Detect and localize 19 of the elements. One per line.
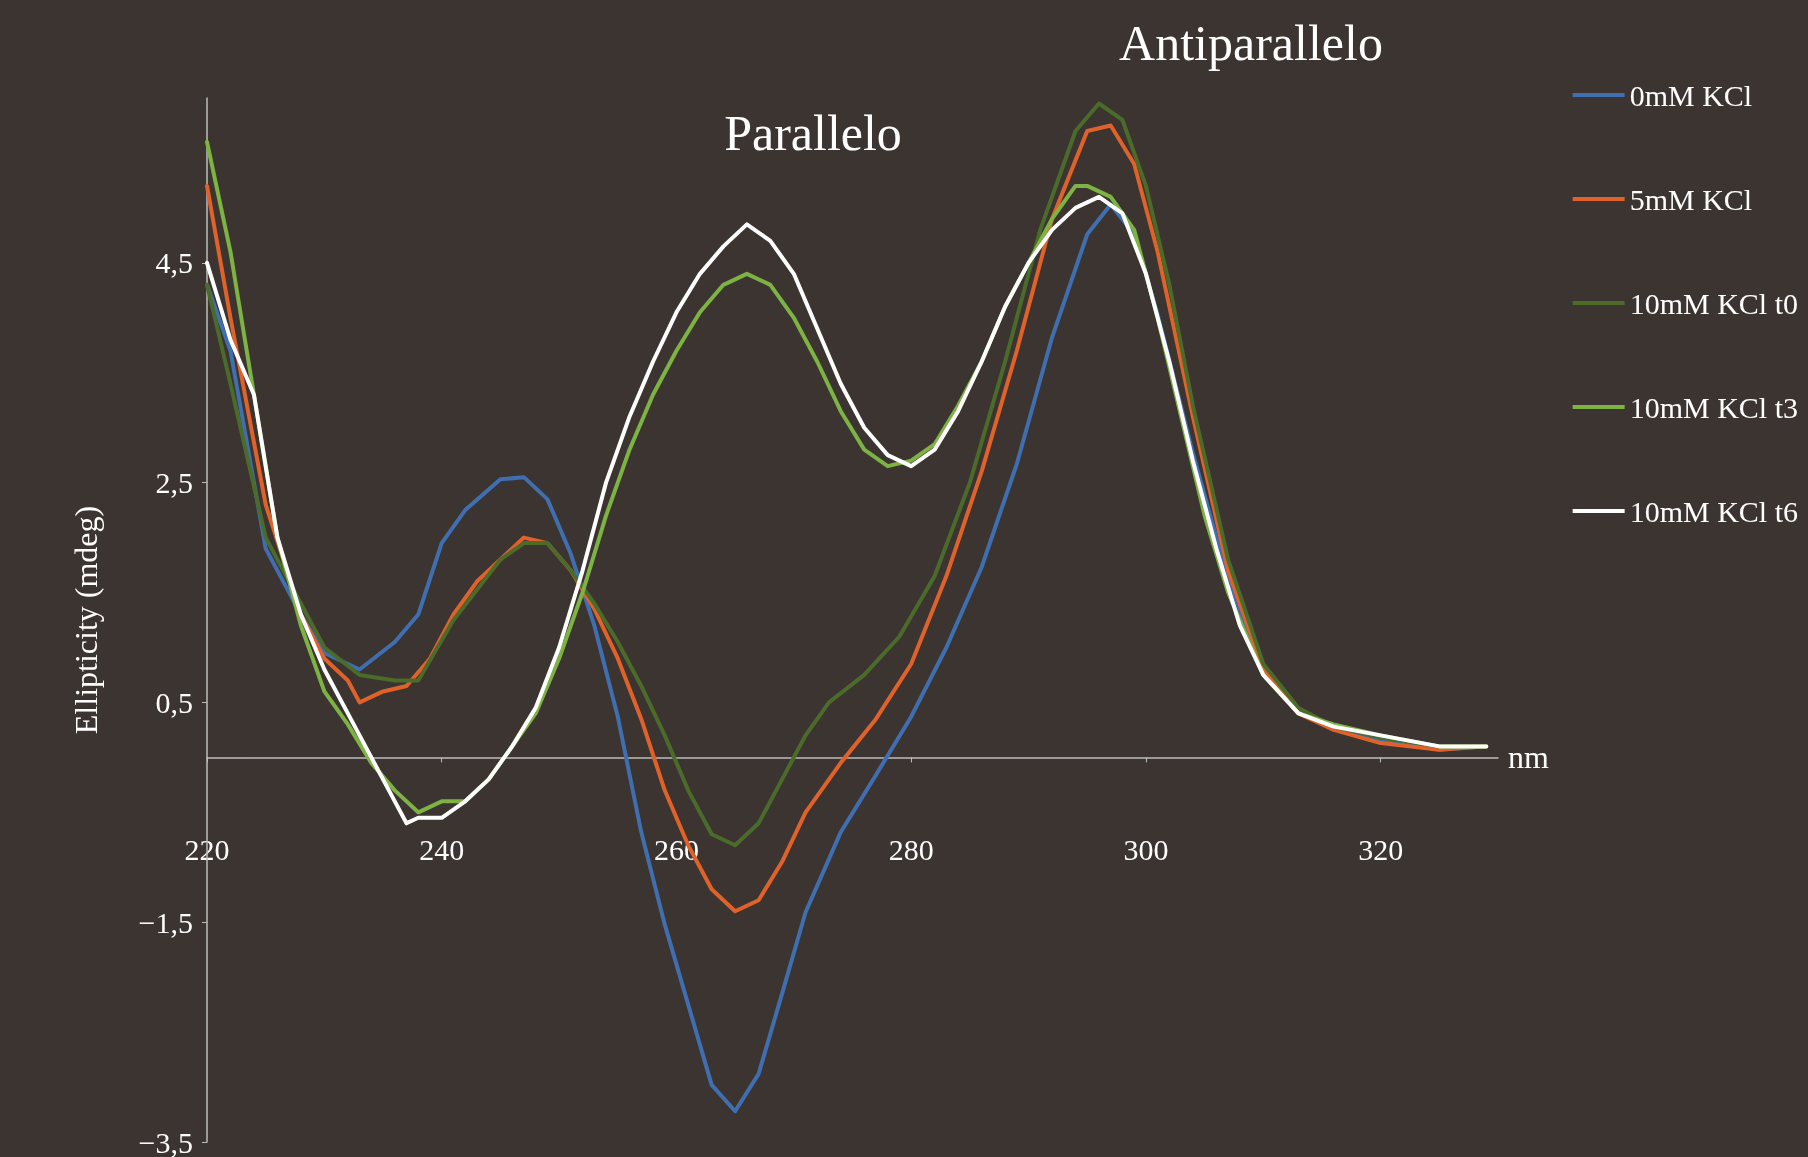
y-tick-label: 4,5 [155, 246, 193, 280]
legend-label: 5mM KCl [1629, 182, 1753, 216]
legend-label: 10mM KCl t3 [1629, 390, 1798, 424]
x-tick-label: 320 [1358, 832, 1404, 866]
y-tick-label: 0,5 [155, 685, 193, 719]
y-tick-label: −3,5 [138, 1125, 193, 1157]
text: Antiparallelo [1119, 15, 1383, 71]
y-tick-label: 2,5 [155, 466, 193, 500]
legend-label: 0mM KCl [1629, 78, 1753, 112]
x-tick-label: 280 [888, 832, 934, 866]
x-tick-label: 240 [419, 832, 465, 866]
legend-label: 10mM KCl t6 [1629, 494, 1798, 528]
x-tick-label: 300 [1123, 832, 1169, 866]
legend-label: 10mM KCl t0 [1629, 286, 1798, 320]
x-axis-title: nm [1508, 739, 1549, 776]
x-tick-label: 220 [184, 832, 230, 866]
annotation: Parallelo [724, 105, 902, 161]
y-axis-title: Ellipticity (mdeg) [68, 505, 104, 735]
y-tick-label: −1,5 [138, 905, 193, 939]
